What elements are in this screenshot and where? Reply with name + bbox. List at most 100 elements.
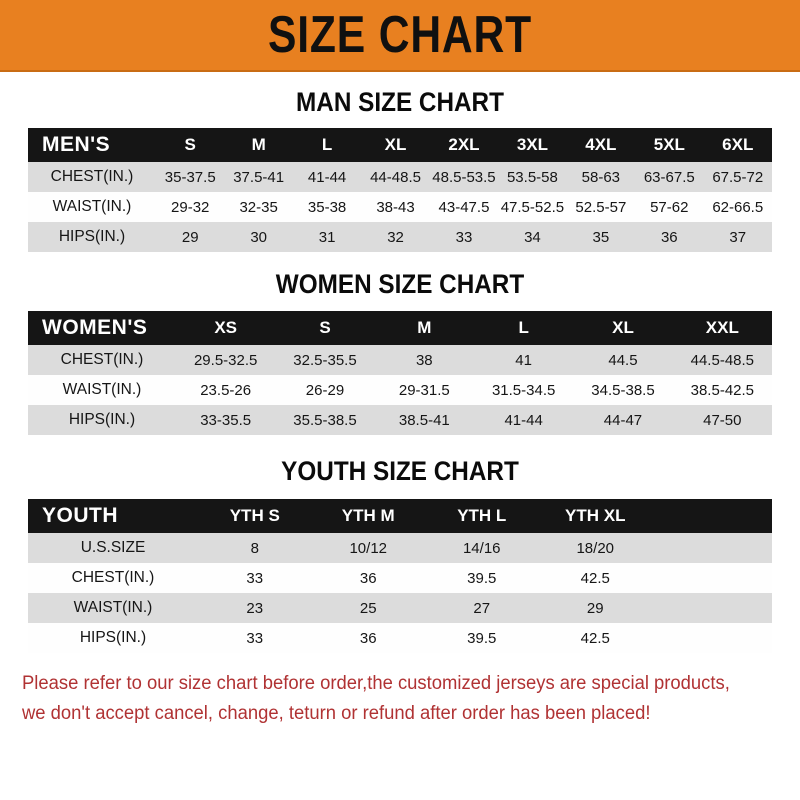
man-cell-2-7: 36 — [635, 222, 704, 252]
women-cell-0-0: 29.5-32.5 — [176, 345, 276, 375]
youth-table-body: U.S.SIZE 8 10/12 14/16 18/20 CHEST(IN.) … — [28, 533, 772, 653]
women-cell-2-3: 41-44 — [473, 405, 574, 435]
man-col-header-8: 6XL — [703, 128, 772, 162]
section-title-youth: YOUTH SIZE CHART — [281, 456, 519, 486]
women-cell-0-1: 32.5-35.5 — [275, 345, 375, 375]
man-cell-1-5: 47.5-52.5 — [498, 192, 567, 222]
table-row: WAIST(IN.) 23 25 27 29 — [28, 593, 772, 623]
women-col-header-2: M — [374, 311, 474, 345]
man-cell-0-3: 44-48.5 — [361, 162, 430, 192]
table-header-row: WOMEN'S XS S M L XL XXL — [28, 311, 772, 345]
youth-row-spacer — [652, 533, 772, 563]
table-row: CHEST(IN.) 33 36 39.5 42.5 — [28, 563, 772, 593]
youth-cell-3-2: 39.5 — [425, 623, 539, 653]
man-cell-0-5: 53.5-58 — [498, 162, 567, 192]
man-row-label-2: HIPS(IN.) — [28, 222, 156, 252]
women-cell-0-3: 41 — [473, 345, 574, 375]
section-title-women: WOMEN SIZE CHART — [275, 269, 525, 299]
women-col-header-0: XS — [176, 311, 276, 345]
youth-size-table: YOUTH YTH S YTH M YTH L YTH XL U.S.SIZE … — [28, 499, 772, 653]
man-col-header-4: 2XL — [429, 128, 499, 162]
man-col-header-6: 4XL — [566, 128, 636, 162]
man-cell-2-6: 35 — [566, 222, 636, 252]
man-size-table: MEN'S S M L XL 2XL 3XL 4XL 5XL 6XL CHEST… — [28, 128, 772, 252]
youth-cell-3-0: 33 — [198, 623, 312, 653]
man-cell-1-4: 43-47.5 — [429, 192, 499, 222]
women-col-header-5: XXL — [672, 311, 772, 345]
table-row: CHEST(IN.) 35-37.5 37.5-41 41-44 44-48.5… — [28, 162, 772, 192]
man-cell-1-2: 35-38 — [292, 192, 362, 222]
youth-cell-3-3: 42.5 — [538, 623, 652, 653]
man-size-chart-container: MEN'S S M L XL 2XL 3XL 4XL 5XL 6XL CHEST… — [28, 128, 772, 252]
youth-cell-0-2: 14/16 — [425, 533, 539, 563]
women-cell-0-4: 44.5 — [573, 345, 673, 375]
youth-size-chart-container: YOUTH YTH S YTH M YTH L YTH XL U.S.SIZE … — [28, 499, 772, 653]
man-cell-1-8: 62-66.5 — [703, 192, 772, 222]
women-table-header: WOMEN'S XS S M L XL XXL — [28, 311, 772, 345]
women-col-header-4: XL — [573, 311, 673, 345]
man-col-header-5: 3XL — [498, 128, 567, 162]
table-row: HIPS(IN.) 33-35.5 35.5-38.5 38.5-41 41-4… — [28, 405, 772, 435]
youth-cell-1-3: 42.5 — [538, 563, 652, 593]
women-col-header-3: L — [473, 311, 574, 345]
women-cell-2-2: 38.5-41 — [374, 405, 474, 435]
man-cell-0-1: 37.5-41 — [224, 162, 293, 192]
man-cell-2-2: 31 — [292, 222, 362, 252]
youth-cell-3-1: 36 — [311, 623, 425, 653]
youth-cell-0-1: 10/12 — [311, 533, 425, 563]
youth-cell-2-1: 25 — [311, 593, 425, 623]
table-row: HIPS(IN.) 29 30 31 32 33 34 35 36 37 — [28, 222, 772, 252]
man-corner-label: MEN'S — [28, 128, 156, 162]
man-cell-1-7: 57-62 — [635, 192, 704, 222]
table-row: U.S.SIZE 8 10/12 14/16 18/20 — [28, 533, 772, 563]
youth-cell-2-2: 27 — [425, 593, 539, 623]
women-size-table: WOMEN'S XS S M L XL XXL CHEST(IN.) 29.5-… — [28, 311, 772, 435]
man-cell-2-1: 30 — [224, 222, 293, 252]
youth-row-label-0: U.S.SIZE — [28, 533, 198, 563]
man-cell-2-4: 33 — [429, 222, 499, 252]
man-cell-0-4: 48.5-53.5 — [429, 162, 499, 192]
man-col-header-0: S — [156, 128, 225, 162]
youth-header-spacer — [652, 499, 772, 533]
man-cell-2-8: 37 — [703, 222, 772, 252]
youth-table-header: YOUTH YTH S YTH M YTH L YTH XL — [28, 499, 772, 533]
women-row-label-0: CHEST(IN.) — [28, 345, 176, 375]
youth-col-header-1: YTH M — [311, 499, 425, 533]
man-cell-2-5: 34 — [498, 222, 567, 252]
youth-cell-1-1: 36 — [311, 563, 425, 593]
youth-row-spacer — [652, 593, 772, 623]
footer-disclaimer: Please refer to our size chart before or… — [22, 669, 755, 729]
women-corner-label: WOMEN'S — [28, 311, 176, 345]
table-header-row: MEN'S S M L XL 2XL 3XL 4XL 5XL 6XL — [28, 128, 772, 162]
women-row-label-2: HIPS(IN.) — [28, 405, 176, 435]
man-cell-2-3: 32 — [361, 222, 430, 252]
youth-col-header-0: YTH S — [198, 499, 312, 533]
women-cell-1-5: 38.5-42.5 — [672, 375, 772, 405]
table-row: WAIST(IN.) 29-32 32-35 35-38 38-43 43-47… — [28, 192, 772, 222]
man-cell-0-7: 63-67.5 — [635, 162, 704, 192]
man-col-header-3: XL — [361, 128, 430, 162]
man-cell-0-0: 35-37.5 — [156, 162, 225, 192]
youth-col-header-3: YTH XL — [538, 499, 652, 533]
table-header-row: YOUTH YTH S YTH M YTH L YTH XL — [28, 499, 772, 533]
youth-row-label-1: CHEST(IN.) — [28, 563, 198, 593]
women-cell-2-4: 44-47 — [573, 405, 673, 435]
women-cell-1-0: 23.5-26 — [176, 375, 276, 405]
women-cell-1-2: 29-31.5 — [374, 375, 474, 405]
youth-cell-1-0: 33 — [198, 563, 312, 593]
man-table-header: MEN'S S M L XL 2XL 3XL 4XL 5XL 6XL — [28, 128, 772, 162]
youth-cell-0-3: 18/20 — [538, 533, 652, 563]
man-cell-0-8: 67.5-72 — [703, 162, 772, 192]
women-cell-1-1: 26-29 — [275, 375, 375, 405]
women-cell-2-0: 33-35.5 — [176, 405, 276, 435]
women-col-header-1: S — [275, 311, 375, 345]
youth-row-label-2: WAIST(IN.) — [28, 593, 198, 623]
section-title-man: MAN SIZE CHART — [296, 87, 504, 117]
women-row-label-1: WAIST(IN.) — [28, 375, 176, 405]
women-cell-2-1: 35.5-38.5 — [275, 405, 375, 435]
youth-cell-2-3: 29 — [538, 593, 652, 623]
women-cell-2-5: 47-50 — [672, 405, 772, 435]
youth-cell-0-0: 8 — [198, 533, 312, 563]
footer-line-2: we don't accept cancel, change, teturn o… — [22, 703, 651, 724]
